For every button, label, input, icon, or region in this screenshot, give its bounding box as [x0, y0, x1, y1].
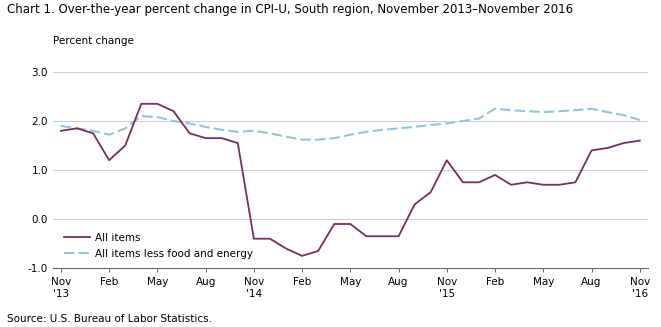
- All items less food and energy: [202, 125, 210, 129]
- Text: Chart 1. Over-the-year percent change in CPI-U, South region, November 2013–Nove: Chart 1. Over-the-year percent change in…: [7, 3, 572, 16]
- All items less food and energy: [137, 114, 145, 118]
- All items less food and energy: [121, 127, 129, 130]
- All items: [169, 109, 177, 113]
- All items: [153, 102, 161, 106]
- All items: [555, 183, 563, 187]
- All items less food and energy: [105, 133, 113, 137]
- All items less food and energy: [169, 119, 177, 123]
- All items less food and energy: [555, 109, 563, 113]
- All items less food and energy: [459, 119, 467, 123]
- All items less food and energy: [298, 138, 306, 142]
- All items less food and energy: [507, 108, 515, 112]
- All items less food and energy: [186, 121, 194, 125]
- All items: [298, 254, 306, 258]
- All items: [459, 181, 467, 184]
- All items: [395, 234, 403, 238]
- All items less food and energy: [475, 117, 483, 121]
- All items less food and energy: [427, 123, 435, 127]
- All items: [105, 158, 113, 162]
- All items: [346, 222, 354, 226]
- All items: [636, 139, 644, 143]
- All items less food and energy: [379, 128, 387, 132]
- All items: [475, 181, 483, 184]
- All items: [217, 136, 225, 140]
- All items less food and energy: [314, 138, 322, 142]
- All items: [137, 102, 145, 106]
- All items: [89, 131, 97, 135]
- All items: [121, 144, 129, 147]
- All items less food and energy: [217, 128, 225, 132]
- All items: [620, 141, 628, 145]
- All items less food and energy: [395, 127, 403, 130]
- All items: [539, 183, 547, 187]
- All items less food and energy: [73, 127, 81, 130]
- All items less food and energy: [266, 131, 274, 135]
- All items less food and energy: [57, 124, 65, 128]
- All items: [603, 146, 611, 150]
- All items less food and energy: [234, 130, 242, 134]
- Line: All items: All items: [61, 104, 640, 256]
- All items: [379, 234, 387, 238]
- All items: [588, 148, 596, 152]
- All items: [572, 181, 580, 184]
- Line: All items less food and energy: All items less food and energy: [61, 109, 640, 140]
- Text: Percent change: Percent change: [53, 36, 134, 46]
- All items: [410, 202, 418, 206]
- All items less food and energy: [89, 129, 97, 133]
- All items less food and energy: [620, 113, 628, 117]
- All items: [507, 183, 515, 187]
- All items less food and energy: [250, 129, 258, 133]
- All items: [266, 237, 274, 241]
- All items less food and energy: [588, 107, 596, 111]
- All items less food and energy: [524, 109, 531, 113]
- All items: [491, 173, 499, 177]
- All items less food and energy: [603, 110, 611, 114]
- All items less food and energy: [443, 121, 451, 125]
- All items: [250, 237, 258, 241]
- All items less food and energy: [572, 108, 580, 112]
- All items: [57, 129, 65, 133]
- All items: [443, 158, 451, 162]
- All items less food and energy: [362, 130, 370, 134]
- All items: [314, 249, 322, 253]
- All items less food and energy: [153, 115, 161, 119]
- All items less food and energy: [410, 125, 418, 129]
- All items less food and energy: [636, 118, 644, 122]
- Text: Source: U.S. Bureau of Labor Statistics.: Source: U.S. Bureau of Labor Statistics.: [7, 314, 212, 324]
- All items: [73, 127, 81, 130]
- All items: [330, 222, 338, 226]
- Legend: All items, All items less food and energy: All items, All items less food and energ…: [64, 233, 253, 259]
- All items less food and energy: [330, 136, 338, 140]
- All items: [186, 131, 194, 135]
- All items less food and energy: [491, 107, 499, 111]
- All items less food and energy: [539, 110, 547, 114]
- All items: [202, 136, 210, 140]
- All items: [427, 190, 435, 194]
- All items: [282, 247, 290, 250]
- All items less food and energy: [282, 135, 290, 139]
- All items: [524, 181, 531, 184]
- All items: [234, 141, 242, 145]
- All items: [362, 234, 370, 238]
- All items less food and energy: [346, 133, 354, 137]
